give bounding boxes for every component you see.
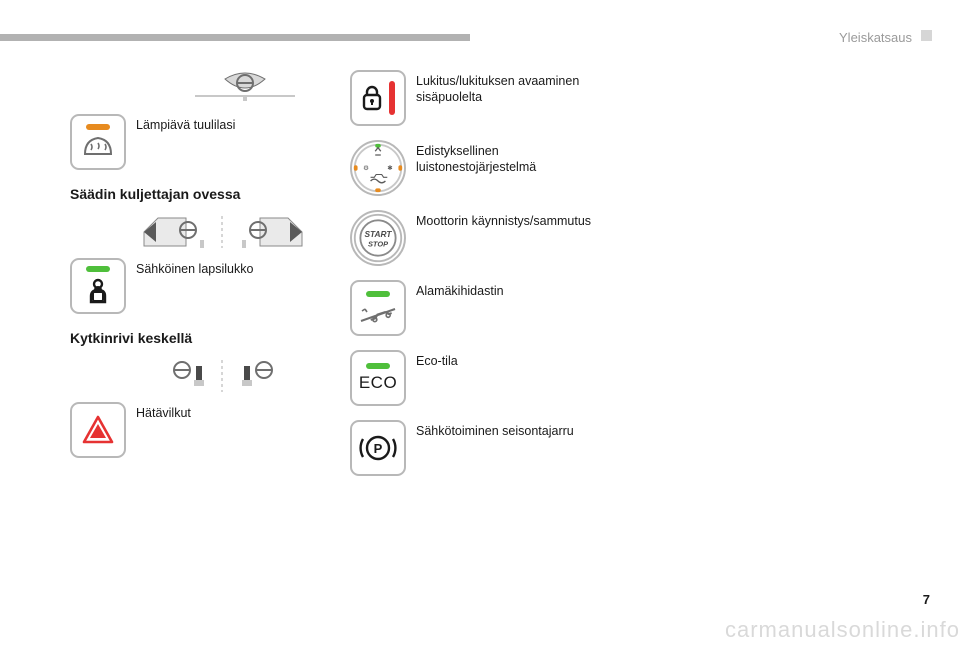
label-antiskid-l1: Edistyksellinen <box>416 144 499 158</box>
row-lock: Lukitus/lukituksen avaaminen sisäpuolelt… <box>350 70 770 126</box>
icon-hazards[interactable] <box>70 402 126 458</box>
label-eco: Eco-tila <box>416 350 458 370</box>
svg-text:⚙: ⚙ <box>363 164 369 172</box>
row-antiskid: ⚙ ✱ Edistyksellinen luistonestojärjestel… <box>350 140 770 196</box>
parkbrake-icon: P <box>358 432 398 464</box>
led-orange <box>86 124 110 130</box>
illus-center <box>96 358 350 394</box>
illus-doors <box>96 214 350 250</box>
label-child-lock: Sähköinen lapsilukko <box>136 258 253 278</box>
hazard-icon <box>80 412 116 448</box>
label-lock: Lukitus/lukituksen avaaminen sisäpuolelt… <box>416 70 579 105</box>
title-center-row: Kytkinrivi keskellä <box>70 330 350 346</box>
start-text: START <box>364 229 392 239</box>
row-child-lock: Sähköinen lapsilukko <box>70 258 350 314</box>
icon-parkbrake[interactable]: P <box>350 420 406 476</box>
label-lock-l2: sisäpuolelta <box>416 90 482 104</box>
startstop-icon: START STOP <box>352 210 404 266</box>
label-antiskid: Edistyksellinen luistonestojärjestelmä <box>416 140 536 175</box>
icon-eco[interactable]: ECO <box>350 350 406 406</box>
row-eco: ECO Eco-tila <box>350 350 770 406</box>
stop-text: STOP <box>368 239 388 248</box>
label-parkbrake: Sähkötoiminen seisontajarru <box>416 420 574 440</box>
top-bar <box>0 34 470 41</box>
led-red-vertical <box>389 81 395 115</box>
row-parkbrake: P Sähkötoiminen seisontajarru <box>350 420 770 476</box>
icon-startstop[interactable]: START STOP <box>350 210 406 266</box>
svg-text:P: P <box>374 441 383 456</box>
row-startstop: START STOP Moottorin käynnistys/sammutus <box>350 210 770 266</box>
svg-text:✱: ✱ <box>387 164 393 172</box>
illus-steering-top <box>140 70 350 106</box>
page-number: 7 <box>923 592 930 607</box>
antiskid-icon: ⚙ ✱ <box>352 140 404 196</box>
row-hazards: Hätävilkut <box>70 402 350 458</box>
windshield-icon <box>81 134 115 160</box>
icon-downhill[interactable] <box>350 280 406 336</box>
label-startstop: Moottorin käynnistys/sammutus <box>416 210 591 230</box>
label-heated-windshield: Lämpiävä tuulilasi <box>136 114 235 134</box>
icon-child-lock[interactable] <box>70 258 126 314</box>
label-antiskid-l2: luistonestojärjestelmä <box>416 160 536 174</box>
downhill-icon <box>359 301 397 325</box>
label-lock-l1: Lukitus/lukituksen avaaminen <box>416 74 579 88</box>
header-section-label: Yleiskatsaus <box>839 30 912 45</box>
row-downhill: Alamäkihidastin <box>350 280 770 336</box>
led-green-3 <box>366 363 390 369</box>
child-lock-icon <box>83 276 113 306</box>
label-downhill: Alamäkihidastin <box>416 280 504 300</box>
label-hazards: Hätävilkut <box>136 402 191 422</box>
led-green <box>86 266 110 272</box>
row-heated-windshield: Lämpiävä tuulilasi <box>70 114 350 170</box>
icon-lock[interactable] <box>350 70 406 126</box>
icon-antiskid[interactable]: ⚙ ✱ <box>350 140 406 196</box>
led-green-2 <box>366 291 390 297</box>
eco-text: ECO <box>359 373 397 393</box>
header-square <box>921 30 932 41</box>
padlock-icon <box>361 83 383 113</box>
right-column: Lukitus/lukituksen avaaminen sisäpuolelt… <box>350 70 770 490</box>
page-content: Lämpiävä tuulilasi Säädin kuljettajan ov… <box>70 70 900 609</box>
watermark: carmanualsonline.info <box>725 617 960 643</box>
title-driver-door: Säädin kuljettajan ovessa <box>70 186 350 202</box>
left-column: Lämpiävä tuulilasi Säädin kuljettajan ov… <box>70 70 350 472</box>
icon-heated-windshield[interactable] <box>70 114 126 170</box>
